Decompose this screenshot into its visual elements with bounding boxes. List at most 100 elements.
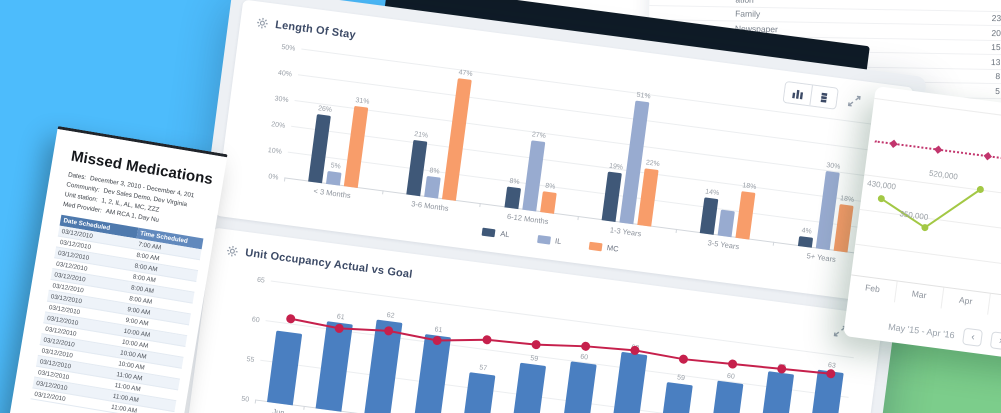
legend-swatch — [482, 227, 496, 237]
goal-point — [678, 354, 688, 364]
expand-arrows-icon[interactable] — [846, 93, 862, 109]
goal-point — [826, 369, 836, 379]
bar-fill — [699, 196, 719, 235]
bar-value-label: 59 — [676, 374, 686, 383]
bar-value-label: 18% — [741, 182, 757, 192]
row-label: ation — [735, 0, 754, 5]
goal-point — [384, 326, 394, 336]
goal-point — [432, 335, 442, 345]
bar-fill — [735, 191, 756, 240]
goal-point — [777, 364, 787, 374]
bar-fill — [804, 369, 844, 413]
trend-chart-card: 430,000 350,000 520,000 Feb Mar Apr May '15 … — [843, 86, 1001, 364]
bar-fill — [755, 371, 795, 413]
prev-page-button[interactable]: ‹ — [962, 327, 984, 347]
bar-group-3: 8% 27% 8% — [480, 73, 595, 217]
bar-jan: 62 — [608, 324, 651, 413]
bar-value-label: 47% — [458, 69, 473, 78]
row-value: 13 — [990, 56, 1001, 67]
goal-point — [334, 323, 344, 333]
bar-fill — [637, 168, 659, 227]
trend-point — [877, 195, 885, 203]
bar-fill — [539, 191, 557, 214]
row-value: 23 — [991, 13, 1001, 24]
legend-swatch — [588, 241, 603, 251]
bar-fill — [706, 380, 744, 413]
chart-type-toggle — [782, 80, 839, 110]
bar-may: 63 — [804, 350, 847, 413]
bar-fill — [717, 209, 735, 238]
bar-group-1: 26% 5% 31% — [284, 47, 399, 191]
stacked-bar-toggle-button[interactable] — [809, 85, 838, 109]
legend-item-mc[interactable]: MC — [588, 241, 620, 254]
bar-group-5: 14% 18% — [676, 99, 791, 243]
bar-fill — [504, 186, 521, 210]
bar-fill — [608, 351, 648, 413]
y-axis-tick: 0% — [267, 173, 279, 182]
y-axis-tick: 20% — [270, 121, 286, 130]
bar-fill — [833, 204, 854, 253]
bar-chart-icon — [791, 87, 805, 100]
gear-icon[interactable] — [226, 244, 239, 257]
goal-point — [581, 341, 591, 351]
bar-fill — [601, 171, 623, 222]
medications-table: Date Scheduled Time Scheduled 03/12/2010… — [30, 215, 204, 413]
legend-item-il[interactable]: IL — [536, 234, 562, 247]
bar-value-label: 60 — [726, 372, 736, 381]
y-axis-tick: 50 — [240, 395, 250, 404]
y-axis-tick: 50% — [280, 43, 296, 53]
stacked-bars-icon — [817, 91, 831, 104]
unit-occupancy-panel: Unit Occupancy Actual vs Goal 50 55 60 65 61… — [161, 227, 884, 413]
goal-point — [531, 340, 541, 350]
panel-title: Unit Occupancy Actual vs Goal — [244, 246, 414, 281]
x-axis-label: Mar — [894, 281, 945, 309]
bar-value-label: 18% — [839, 195, 855, 205]
row-value: 8 — [995, 71, 1001, 82]
bar-fill — [657, 382, 694, 413]
y-axis-tick: 40% — [277, 69, 293, 79]
trend-point — [976, 186, 984, 194]
bar-value-label: 8% — [544, 182, 556, 191]
row-value: 15 — [991, 42, 1001, 53]
bar-value-label: 31% — [354, 97, 370, 107]
goal-point — [630, 345, 640, 355]
bar-value-label: 60 — [579, 353, 589, 362]
point-value-label: 430,000 — [867, 179, 897, 192]
y-axis-tick: 65 — [256, 276, 266, 285]
legend-label: IL — [554, 236, 562, 247]
goal-point — [728, 359, 738, 369]
row-label: Family — [735, 8, 761, 20]
legend-swatch — [536, 234, 551, 245]
point-value-label: 520,000 — [928, 169, 958, 182]
panel-title: Length Of Stay — [274, 18, 357, 42]
x-axis-label: Feb — [848, 275, 898, 303]
gear-icon[interactable] — [256, 16, 269, 29]
bar-fill — [424, 176, 441, 199]
goal-line — [286, 314, 836, 379]
trend-point — [921, 224, 929, 232]
bar-value-label: 22% — [645, 159, 661, 169]
y-axis-tick: 55 — [246, 355, 255, 364]
y-axis-tick: 60 — [251, 316, 260, 325]
row-value: 5 — [995, 85, 1000, 96]
bar-apr: 62 — [755, 343, 798, 413]
goal-point — [482, 335, 492, 345]
bar-group-2: 21% 8% 47% — [382, 60, 497, 204]
legend-label: MC — [606, 243, 620, 254]
dashboard-page: Length Of Stay 0% 10% 20% 30% 40% 50% 26% 5% 31%… — [146, 0, 928, 413]
date-range-label: May '15 - Apr '16 — [887, 321, 956, 340]
trend-line-chart: 430,000 350,000 520,000 — [867, 169, 984, 232]
bar-fill — [560, 361, 597, 413]
goal-point — [286, 314, 296, 324]
x-axis-label: Apr — [941, 287, 991, 315]
chart-toolbar — [782, 80, 862, 113]
bar-group-4: 19% 51% 22% — [578, 86, 693, 230]
next-page-button[interactable]: › — [990, 331, 1001, 351]
y-axis-tick: 10% — [267, 146, 283, 156]
point-value-label: 350,000 — [899, 209, 929, 222]
legend-label: AL — [499, 229, 511, 240]
grouped-bar-toggle-button[interactable] — [783, 82, 812, 106]
bar-mar: 60 — [706, 337, 749, 413]
legend-item-al[interactable]: AL — [482, 227, 510, 239]
